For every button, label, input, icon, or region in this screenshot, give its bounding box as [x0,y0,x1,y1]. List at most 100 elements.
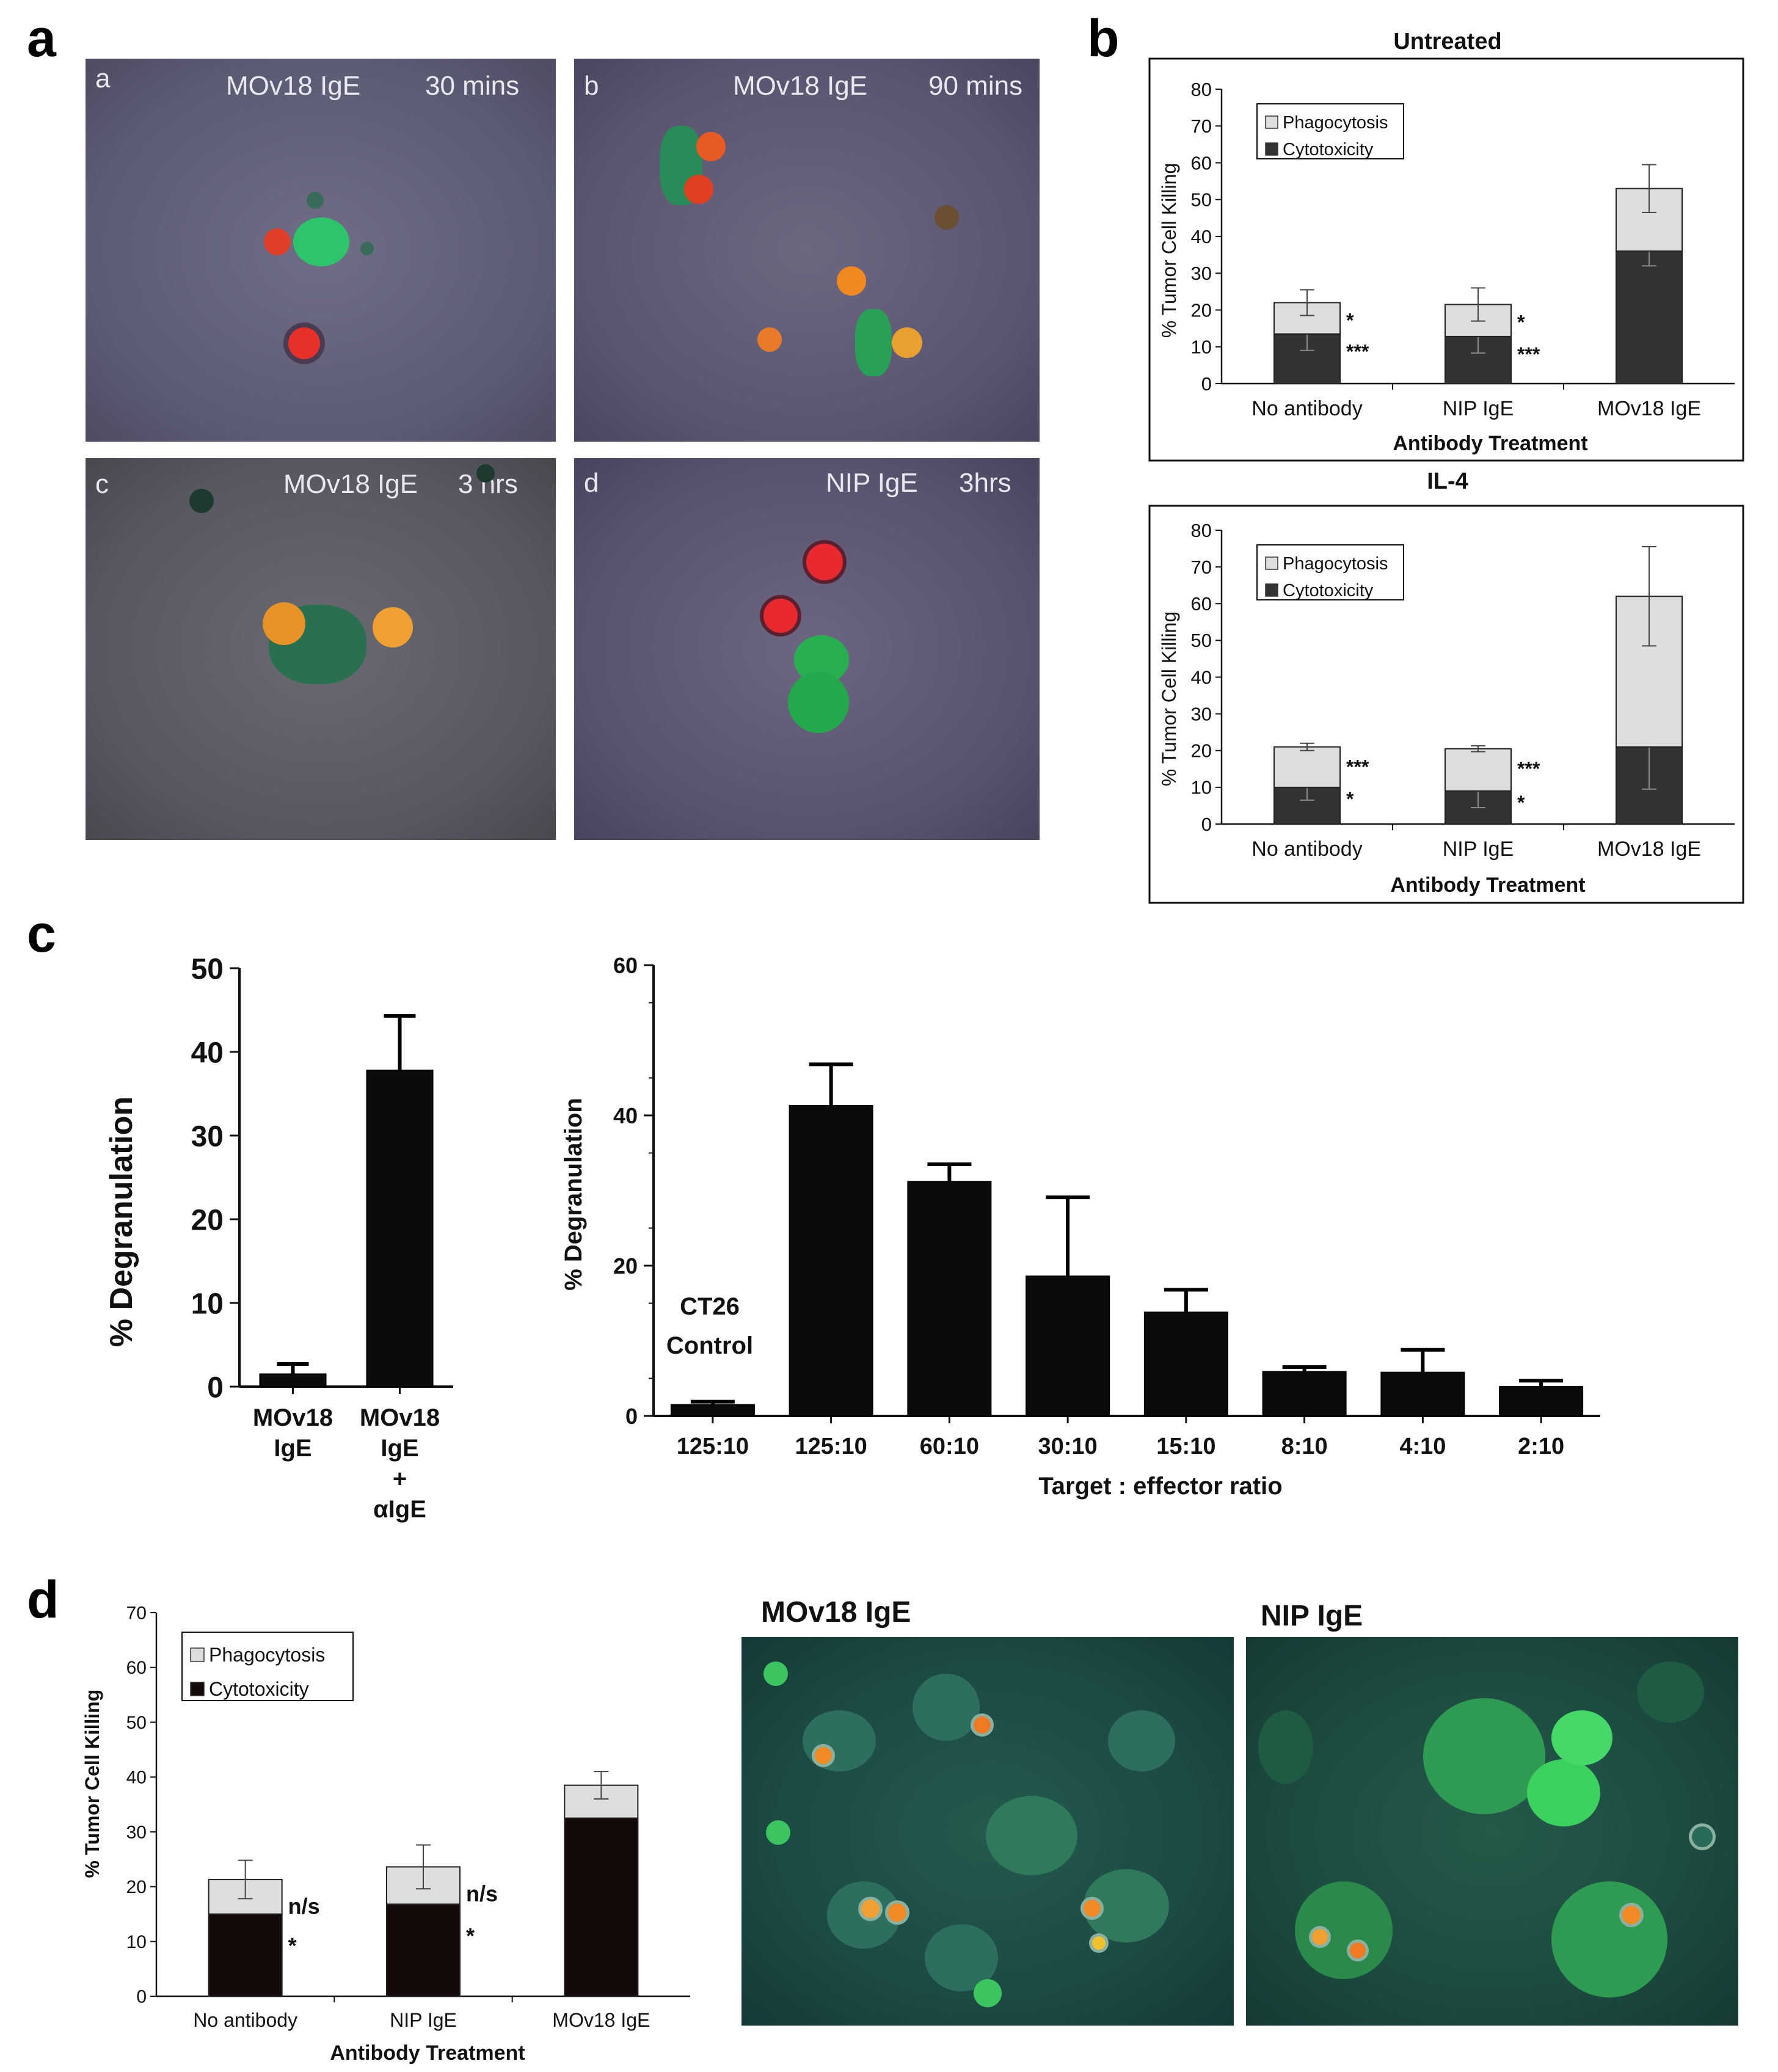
category-label: IgE [274,1435,312,1462]
legend-box [1256,544,1404,600]
y-tick-label: 0 [207,1371,224,1404]
category-label: MOv18 [360,1404,440,1431]
y-axis-label: % Tumor Cell Killing [81,1690,103,1878]
micrograph-antibody-label: MOv18 IgE [226,71,361,101]
chart-c-left: % Degranulation 0 10 20 30 40 50 MOv18 IgE MOv18… [104,953,453,1523]
annotation-upper: *** [1517,758,1540,780]
y-axis-label: % Tumor Cell Killing [1158,611,1180,786]
y-tick-label: 30 [1191,703,1212,724]
legend-swatch-cytotoxicity [1265,583,1278,597]
bar-phagocytosis [1445,748,1512,792]
panel-letter-d: d [27,1570,59,1629]
annotation-upper: n/s [288,1894,320,1919]
panel-letter-a: a [27,9,56,68]
y-tick-label: 20 [1191,740,1212,762]
category-label: No antibody [1252,837,1362,861]
y-tick-label: 70 [126,1603,147,1624]
legend-swatch-cytotoxicity [1265,142,1278,156]
y-tick-label: 10 [1191,337,1212,358]
y-tick-label: 60 [126,1658,147,1678]
annotation-control: Control [666,1332,753,1359]
panel-letter-b: b [1087,9,1120,68]
category-label: 8:10 [1281,1434,1328,1459]
bar-phagocytosis [1273,302,1341,335]
chart-frame [1148,57,1744,462]
y-axis-label: % Tumor Cell Killing [1158,163,1180,338]
category-label: 30:10 [1038,1434,1098,1459]
y-tick-label: 10 [191,1288,224,1320]
annotation-lower: * [1517,792,1525,814]
category-label: MOv18 [253,1404,333,1431]
category-label: IgE [381,1435,418,1462]
y-tick-label: 40 [126,1768,147,1788]
annotation-lower: * [1346,788,1354,810]
y-tick-label: 0 [136,1987,147,2007]
micrograph-d-nip-3hrs: d NIP IgE 3hrs [574,458,1040,840]
y-tick-label: 60 [1191,593,1212,615]
y-tick-label: 30 [126,1822,147,1842]
category-label: 60:10 [920,1434,979,1459]
y-axis-label: % Degranulation [560,1098,587,1291]
fluorescence-image-mov18 [741,1637,1234,2026]
micrograph-c-3hrs: c MOv18 IgE 3 hrs [86,458,556,840]
panel-letter-c: c [27,905,56,963]
bar [1026,1275,1110,1417]
chart-b-il4: IL-4 % Tumor Cell Killing Antibody Treat… [1148,469,1744,904]
micrograph-antibody-label: MOv18 IgE [283,469,418,499]
chart-title: IL-4 [1427,469,1468,494]
y-tick-label: 30 [1191,263,1212,284]
bar [1380,1371,1465,1417]
y-tick-label: 50 [1191,189,1212,211]
category-label: αIgE [373,1496,426,1523]
category-label: + [393,1465,407,1492]
y-tick-label: 0 [1201,373,1212,395]
category-label: MOv18 IgE [1597,397,1701,420]
legend-label-cytotoxicity: Cytotoxicity [1283,140,1374,159]
x-axis-label: Antibody Treatment [1393,432,1587,455]
annotation-lower: *** [1517,343,1540,365]
bar-phagocytosis [1273,746,1341,788]
bar-cytotoxicity [386,1903,461,1997]
bar [907,1181,992,1417]
y-tick-label: 20 [126,1877,147,1897]
annotation-lower: * [466,1923,475,1948]
micrograph-time-label: 3hrs [959,468,1011,498]
legend-label-phagocytosis: Phagocytosis [1283,113,1388,133]
y-tick-label: 60 [1191,152,1212,173]
chart-title: Untreated [1393,29,1501,54]
y-tick-label: 70 [1191,556,1212,578]
category-label: NIP IgE [1443,397,1514,420]
y-tick-label: 50 [191,953,224,985]
micrograph-sublabel: c [95,469,109,499]
y-tick-label: 10 [126,1932,147,1952]
legend-swatch-cytotoxicity [190,1682,205,1696]
bar [1262,1371,1347,1417]
legend-label-cytotoxicity: Cytotoxicity [1283,581,1374,600]
bar-cytotoxicity [564,1817,639,1997]
x-axis-label: Antibody Treatment [330,2041,525,2065]
y-tick-label: 30 [191,1120,224,1153]
y-tick-label: 80 [1191,79,1212,100]
y-tick-label: 50 [1191,630,1212,651]
chart-frame [1148,505,1744,904]
y-tick-label: 20 [613,1253,638,1279]
annotation-upper: * [1517,311,1525,333]
category-label: 125:10 [795,1434,867,1459]
micrograph-time-label: 90 mins [928,71,1023,101]
annotation-upper: * [1346,309,1354,331]
category-label: 125:10 [677,1434,749,1459]
y-tick-label: 20 [191,1204,224,1236]
y-tick-label: 0 [625,1404,638,1429]
bar [670,1404,755,1417]
micrograph-a-30min: a MOv18 IgE 30 mins [86,59,556,442]
fluorescence-image-nip [1246,1637,1738,2026]
y-tick-label: 40 [613,1103,638,1128]
micrograph-sublabel: a [95,64,111,93]
category-label: No antibody [1252,397,1362,420]
image-title-nip: NIP IgE [1261,1600,1363,1632]
micrograph-sublabel: b [584,71,599,101]
legend-swatch-phagocytosis [1265,115,1278,129]
y-axis-label: % Degranulation [104,1096,139,1347]
bar [789,1105,873,1417]
y-tick-label: 10 [1191,777,1212,798]
